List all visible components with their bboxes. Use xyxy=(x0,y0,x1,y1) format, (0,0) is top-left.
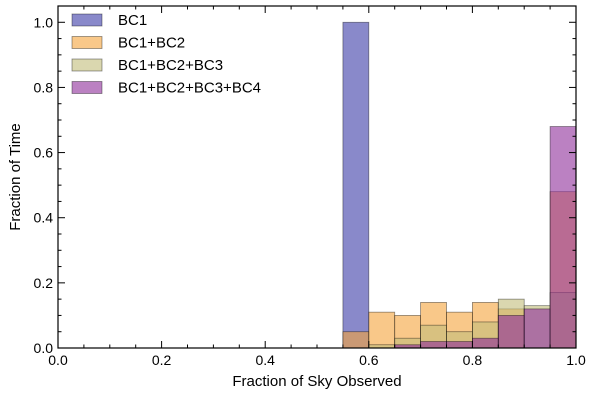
legend-swatch xyxy=(71,58,103,72)
legend: BC1 BC1+BC2 BC1+BC2+BC3 BC1+BC2+BC3+BC4 xyxy=(71,12,261,97)
bar-series-3-bin-8 xyxy=(549,126,577,349)
y-axis-label: Fraction of Time xyxy=(7,123,24,231)
y-tick-label: 0.6 xyxy=(34,145,54,161)
x-tick-label: 0.8 xyxy=(463,352,483,368)
series-0 xyxy=(342,21,370,349)
bar-series-3-bin-6 xyxy=(497,315,525,349)
bar-series-3-bin-4 xyxy=(446,341,473,349)
bar-series-1-bin-1 xyxy=(368,311,396,349)
legend-entry-1: BC1+BC2 xyxy=(71,35,185,52)
x-tick-label: 0.6 xyxy=(359,352,379,368)
legend-swatch xyxy=(71,81,103,94)
y-tick-label: 0.2 xyxy=(34,275,54,291)
x-tick-label: 0.0 xyxy=(48,352,68,368)
bar-series-3-bin-7 xyxy=(523,308,551,349)
tick-labels-layer: 0.0 0.2 0.4 0.6 0.8 1.0 0.0 0.2 0.4 0.6 0.8 1.0 xyxy=(34,14,586,368)
bar-series-0-bin-0 xyxy=(342,21,370,349)
legend-entry-2: BC1+BC2+BC3 xyxy=(71,57,223,74)
legend-label: BC1+BC2+BC3 xyxy=(118,57,223,74)
legend-swatch xyxy=(71,36,103,49)
series-3 xyxy=(394,126,577,349)
x-tick-label: 1.0 xyxy=(566,352,586,368)
legend-entry-0: BC1 xyxy=(71,12,147,29)
y-tick-label: 0.4 xyxy=(34,210,54,226)
ticks-layer xyxy=(57,5,577,349)
bar-series-3-bin-5 xyxy=(471,337,499,349)
y-tick-label: 0.0 xyxy=(34,340,54,356)
x-tick-label: 0.4 xyxy=(255,352,275,368)
legend-label: BC1+BC2+BC3+BC4 xyxy=(118,80,261,97)
bar-series-1-bin-0 xyxy=(342,331,370,349)
legend-entry-3: BC1+BC2+BC3+BC4 xyxy=(71,80,261,97)
bar-series-3-bin-3 xyxy=(420,341,447,349)
y-tick-label: 1.0 xyxy=(34,14,54,30)
bars-layer xyxy=(342,21,577,349)
legend-label: BC1 xyxy=(118,12,147,29)
legend-label: BC1+BC2 xyxy=(118,35,185,52)
x-tick-label: 0.2 xyxy=(152,352,172,368)
legend-swatch xyxy=(71,13,103,27)
y-tick-label: 0.8 xyxy=(34,79,54,95)
x-axis-label: Fraction of Sky Observed xyxy=(232,373,401,390)
